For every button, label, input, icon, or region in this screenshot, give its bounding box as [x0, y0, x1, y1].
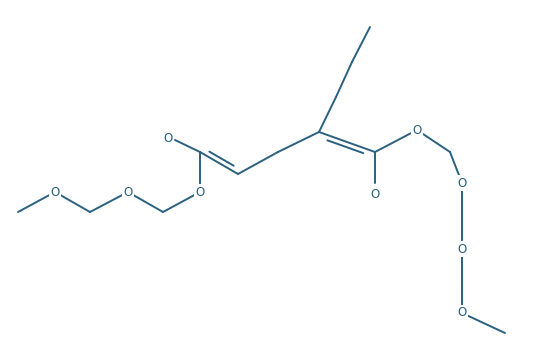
Text: O: O	[458, 306, 466, 319]
Text: O: O	[50, 186, 59, 198]
Text: O: O	[164, 131, 172, 145]
Text: O: O	[370, 187, 380, 200]
Text: O: O	[412, 124, 422, 137]
Text: O: O	[195, 186, 204, 198]
Text: O: O	[458, 177, 466, 189]
Text: O: O	[458, 243, 466, 256]
Text: O: O	[123, 186, 133, 198]
